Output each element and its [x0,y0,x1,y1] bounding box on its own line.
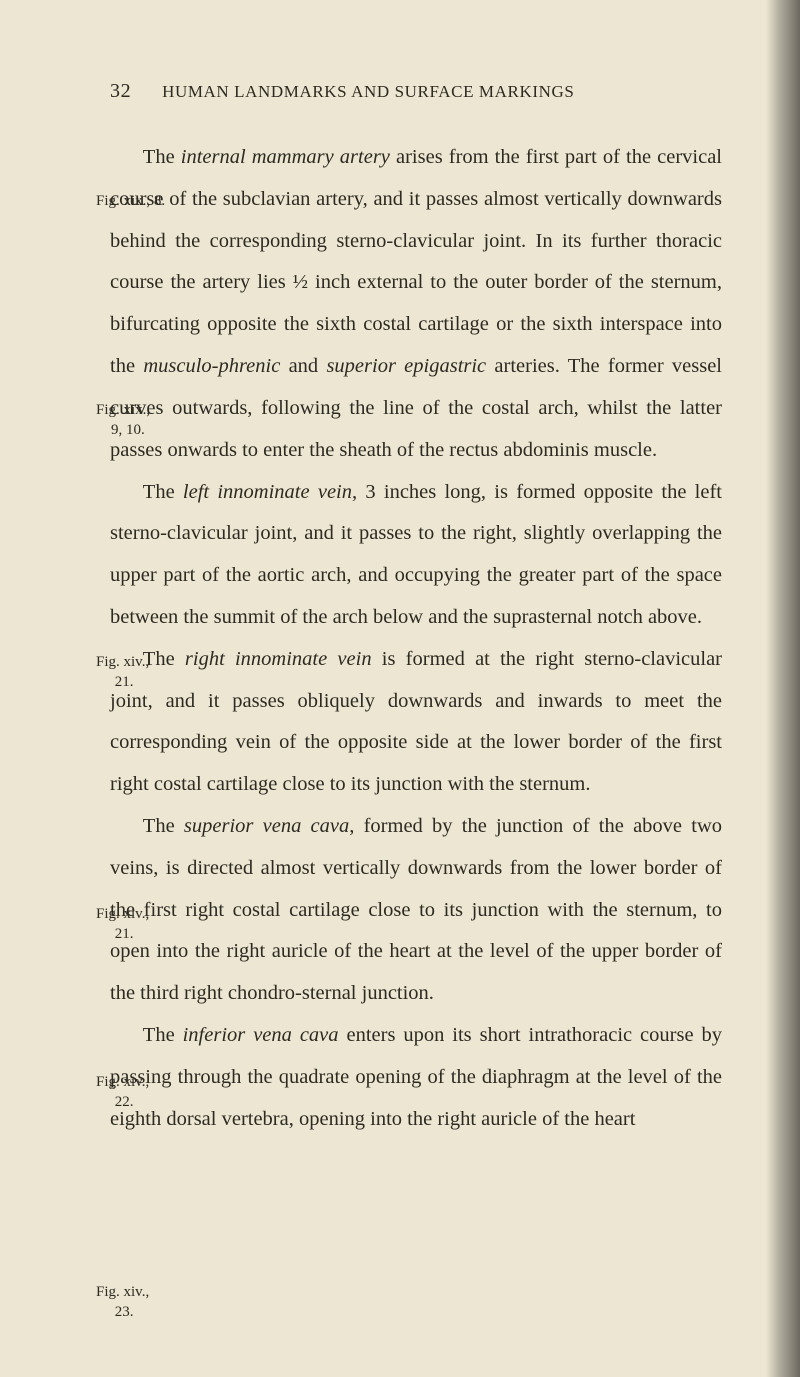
paragraph-1: The internal mammary artery arises from … [110,137,722,472]
margin-note-4: Fig. xiv., 21. [96,905,149,944]
margin-note-6: Fig. xiv., 23. [96,1283,149,1322]
book-page: 32 HUMAN LANDMARKS AND SURFACE MARKINGS … [0,0,800,1377]
body-text: Fig. xix., 8. Fig. xix., 9, 10. Fig. xiv… [110,137,722,1141]
margin-note-3: Fig. xiv., 21. [96,653,149,692]
paragraph-5: The inferior vena cava enters upon its s… [110,1015,722,1140]
margin-note-5: Fig. xiv., 22. [96,1073,149,1112]
paragraph-2: The left innominate vein, 3 inches long,… [110,472,722,639]
paragraph-3: The right innominate vein is formed at t… [110,639,722,806]
page-number: 32 [110,80,131,103]
margin-note-1: Fig. xix., 8. [96,192,165,212]
running-title: HUMAN LANDMARKS AND SURFACE MARKINGS [162,82,574,102]
margin-note-2: Fig. xix., 9, 10. [96,401,150,440]
running-head: 32 HUMAN LANDMARKS AND SURFACE MARKINGS [110,80,722,103]
paragraph-4: The superior vena cava, formed by the ju… [110,806,722,1015]
